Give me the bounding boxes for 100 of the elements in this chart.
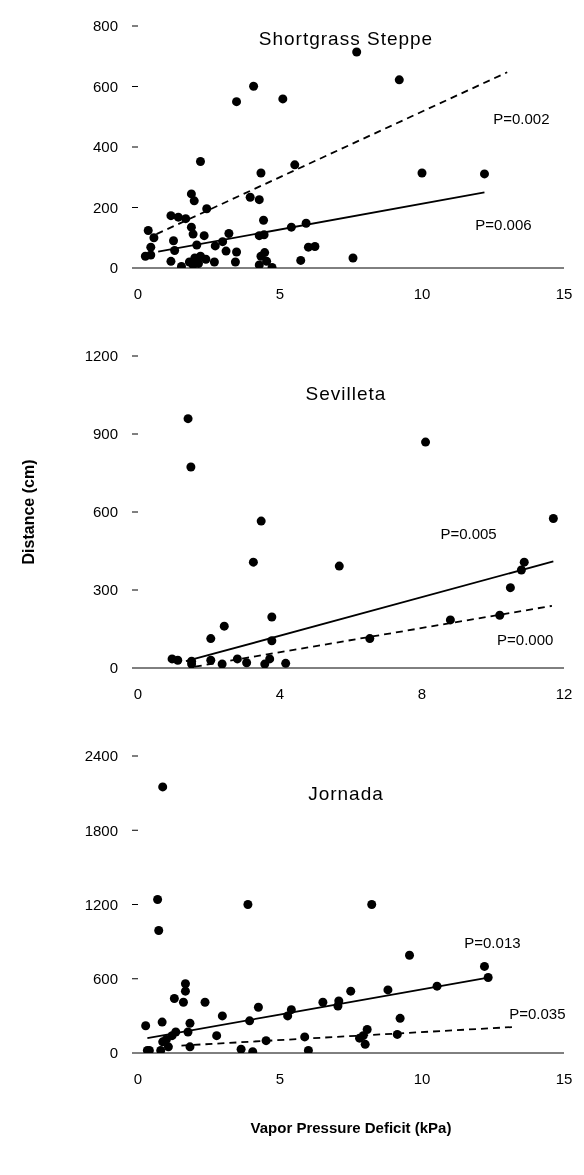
point [432,981,442,991]
point [286,1005,296,1015]
point [245,192,255,202]
point [180,986,190,996]
point [186,189,196,199]
point [185,1042,195,1052]
point [143,225,153,235]
point [189,196,199,206]
y-tick-label: 1200 [84,895,118,913]
point [218,237,228,247]
point [394,75,404,85]
point [254,260,264,268]
point [262,256,272,266]
point [157,1017,167,1027]
point [199,231,209,241]
point [367,900,377,909]
point [333,1001,343,1011]
point [405,950,414,960]
point [224,229,234,239]
x-axis-title: Vapor Pressure Deficit (kPa) [250,1119,452,1136]
point [181,214,191,224]
point [286,222,296,232]
y-tick-label: 2400 [84,747,118,765]
y-tick-label: 300 [92,581,118,599]
point [296,255,306,265]
annotation: P=0.000 [497,630,554,648]
point [219,621,229,631]
annotation: P=0.005 [440,524,497,542]
point [242,658,252,668]
point [188,229,198,239]
point [232,247,242,257]
point [210,241,220,251]
point [479,169,489,179]
point [141,1021,151,1031]
x-tick-label: 10 [413,1069,431,1087]
point [267,612,277,622]
point [154,925,164,935]
x-tick-label: 15 [555,1069,573,1087]
point [209,257,219,267]
point [217,1011,227,1021]
point [253,1002,263,1012]
x-tick-label: 0 [133,1069,143,1087]
y-tick-label: 400 [92,138,118,156]
point [178,997,188,1007]
x-tick-label: 4 [275,684,285,702]
point [334,561,344,571]
point [417,168,427,178]
point [310,242,320,252]
point [495,610,505,620]
point [212,1031,222,1041]
point [281,658,291,668]
point [232,97,242,107]
point [173,655,183,665]
text: Sevilleta [304,383,388,405]
chart-title: Shortgrass Steppe [257,28,435,50]
point [202,204,212,214]
point [236,1044,246,1053]
point [176,261,186,268]
point [186,462,196,472]
x-tick-label: 0 [133,684,143,702]
point [265,654,275,664]
point [483,973,493,983]
annotation: P=0.035 [509,1004,566,1022]
point [267,636,277,646]
x-tick-label: 8 [417,684,427,702]
point [519,557,529,567]
x-tick-label: 5 [275,1069,285,1087]
point [206,655,216,665]
point [254,195,264,205]
annotation: P=0.006 [475,215,532,233]
point [201,254,211,264]
point [256,168,266,178]
annotation: P=0.002 [493,109,550,127]
point [153,895,163,905]
point [245,1016,255,1026]
point [300,1032,310,1042]
point [283,1011,293,1021]
point [169,994,179,1004]
text: Jornada [307,783,385,805]
point [163,1042,173,1052]
point [248,557,258,567]
point [421,437,431,447]
point [256,516,266,526]
point [185,1018,195,1028]
x-tick-label: 5 [275,284,285,302]
point [200,997,210,1007]
point [259,215,269,225]
point [318,997,328,1007]
y-tick-label: 1200 [84,347,118,365]
point [261,1036,271,1046]
y-tick-label: 0 [109,259,118,277]
point [156,1046,166,1053]
y-tick-label: 600 [92,970,118,988]
point [232,654,242,664]
annotation: P=0.013 [464,933,521,951]
point [158,782,168,792]
point [505,583,515,593]
point [192,240,202,250]
point [221,246,231,256]
point [259,230,269,240]
